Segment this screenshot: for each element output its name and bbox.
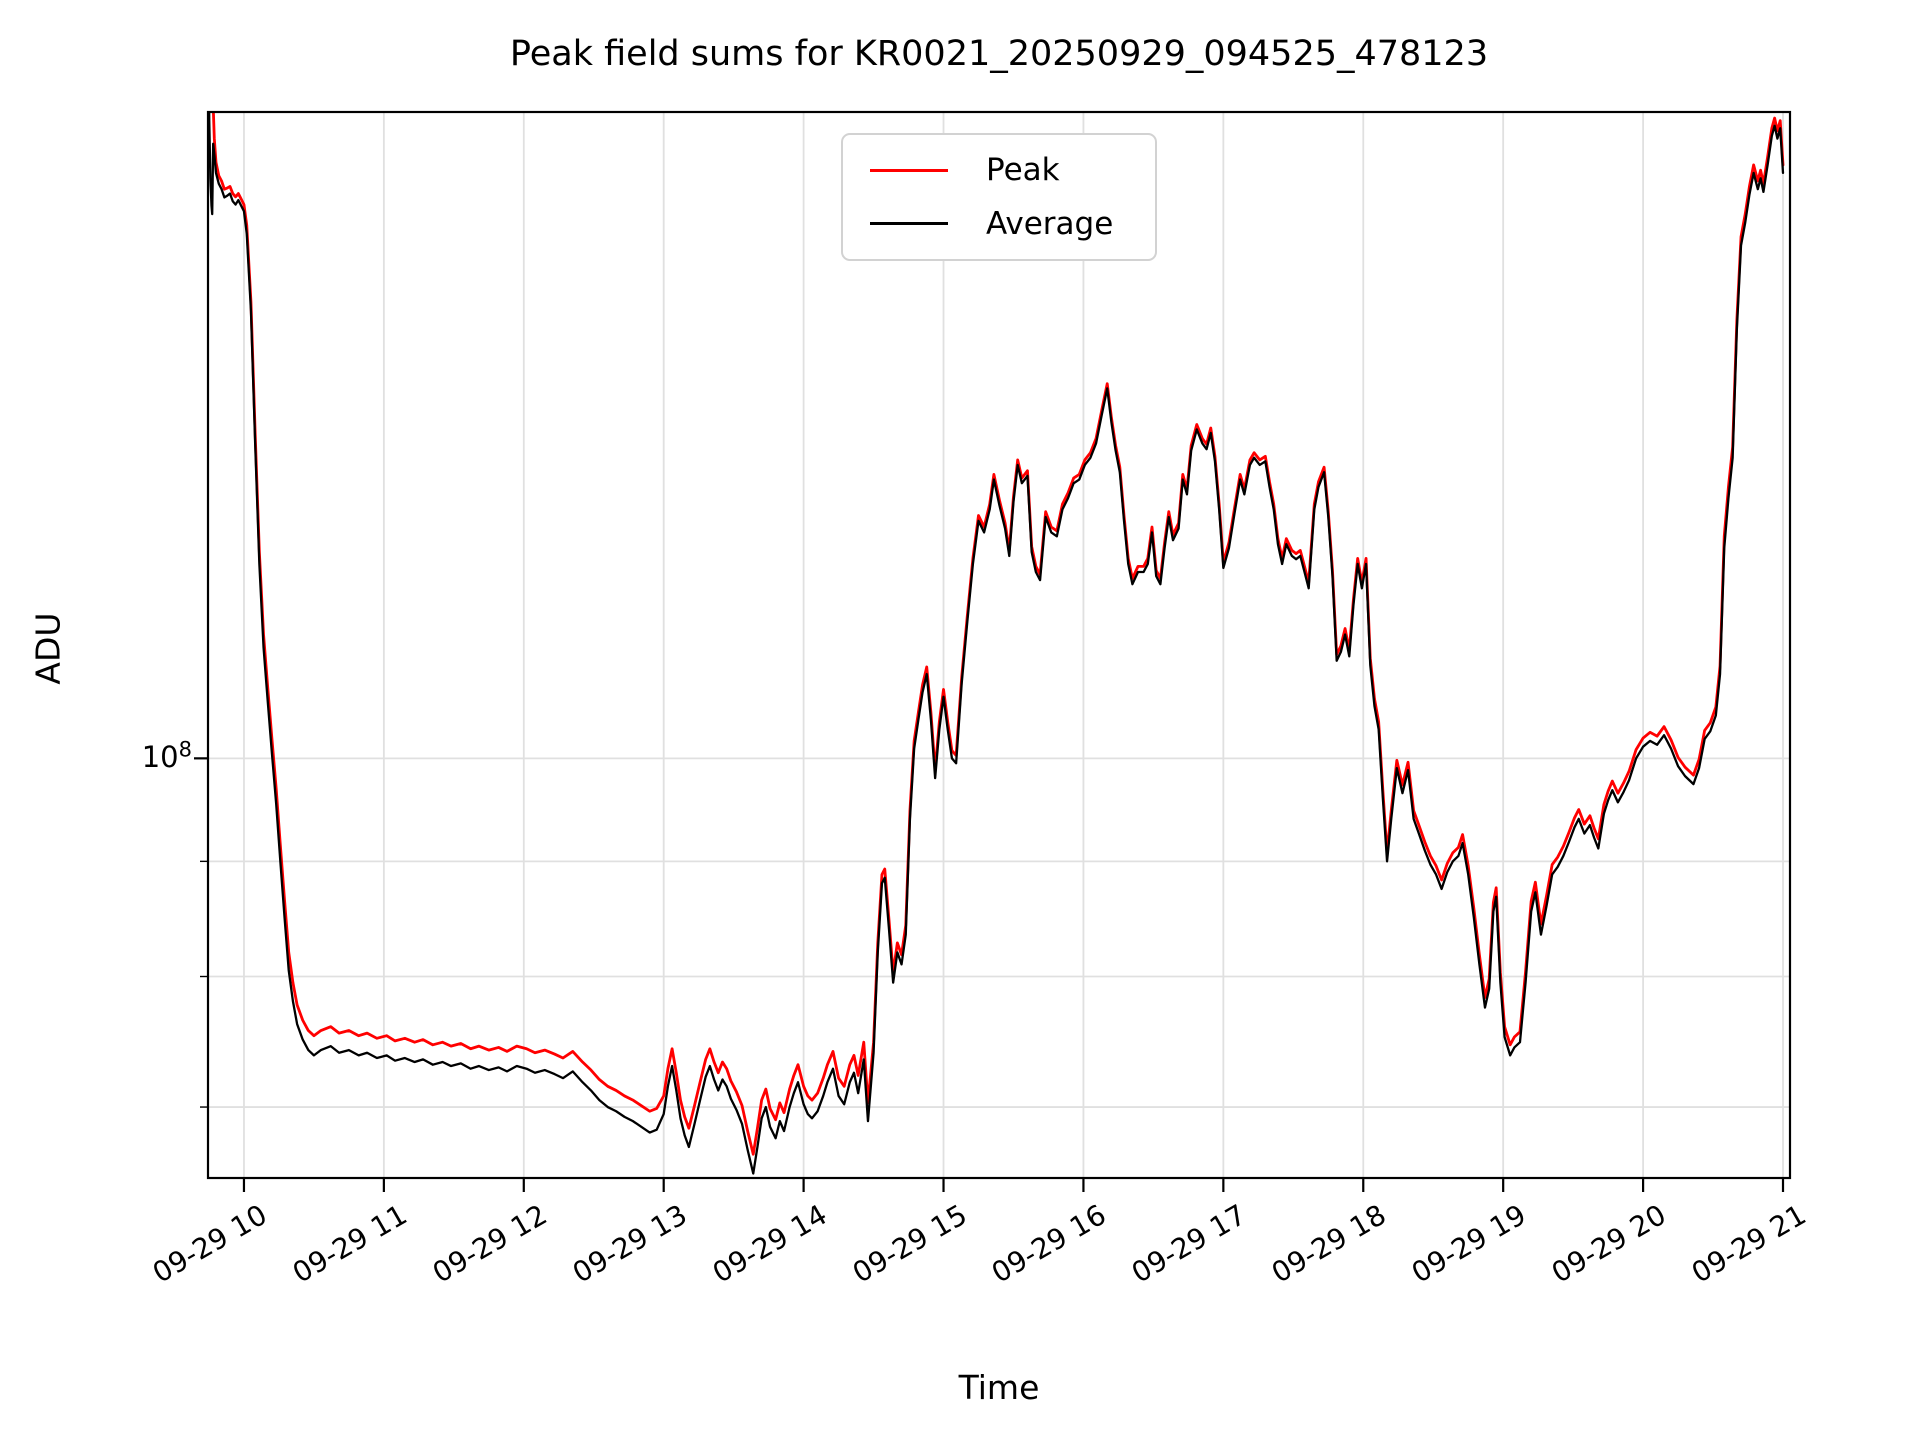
peak-line-swatch — [870, 168, 948, 172]
legend-item-peak: Peak — [843, 152, 1155, 188]
series-line-average — [208, 112, 1785, 1175]
average-line-swatch — [870, 222, 948, 226]
legend: Peak Average — [841, 133, 1157, 261]
legend-label-average: Average — [986, 205, 1114, 242]
y-axis-label: ADU — [28, 612, 68, 685]
x-axis-label: Time — [958, 1368, 1040, 1407]
legend-label-peak: Peak — [986, 152, 1060, 189]
legend-item-average: Average — [843, 206, 1155, 242]
y-tick-label-1e8: 108 — [141, 737, 192, 775]
chart-title: Peak field sums for KR0021_20250929_0945… — [509, 34, 1489, 74]
